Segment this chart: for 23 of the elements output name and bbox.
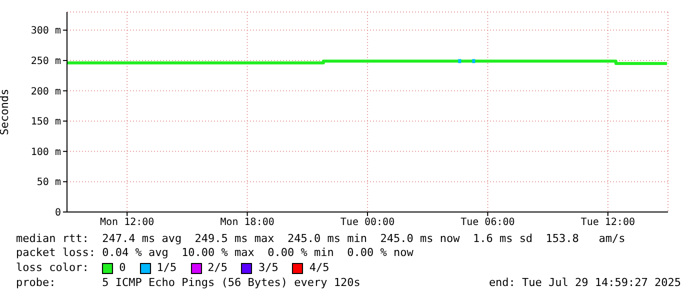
y-tick-label: 300 m bbox=[30, 26, 61, 37]
x-tick-label: Tue 00:00 bbox=[340, 217, 395, 228]
y-tick-label: 50 m bbox=[36, 177, 61, 188]
legend-label: 2/5 bbox=[208, 261, 228, 275]
legend-title: loss color: bbox=[16, 261, 89, 275]
y-tick-label: 150 m bbox=[30, 116, 61, 128]
text: median rtt: 247.4 ms avg 249.5 ms max 245.0 ms min 245.0 ms now 1.6 ms sd 153.8 am/s bbox=[16, 232, 626, 246]
y-tick-label: 0 bbox=[54, 208, 61, 219]
text: packet loss: 0.04 % avg 10.00 % max 0.00 % min 0.00 % now bbox=[16, 246, 414, 260]
y-tick-label: 100 m bbox=[30, 146, 61, 158]
text: probe: 5 ICMP Echo Pings (56 Bytes) every 120s bbox=[16, 276, 360, 290]
y-tick-label: 250 m bbox=[30, 56, 61, 68]
x-tick-label: Mon 12:00 bbox=[100, 217, 154, 228]
x-tick-label: Tue 06:00 bbox=[460, 217, 515, 228]
text: end: Tue Jul 29 14:59:27 2025 bbox=[488, 276, 681, 290]
x-tick-label: Tue 12:00 bbox=[580, 217, 635, 228]
legend-label: 3/5 bbox=[258, 261, 278, 275]
x-tick-label: Mon 18:00 bbox=[220, 217, 274, 228]
legend-label: 1/5 bbox=[156, 261, 177, 275]
y-tick-label: 200 m bbox=[30, 86, 61, 98]
y-axis-title: Seconds bbox=[0, 88, 11, 136]
legend-label: 4/5 bbox=[309, 261, 330, 275]
legend-label: 0 bbox=[119, 261, 126, 275]
